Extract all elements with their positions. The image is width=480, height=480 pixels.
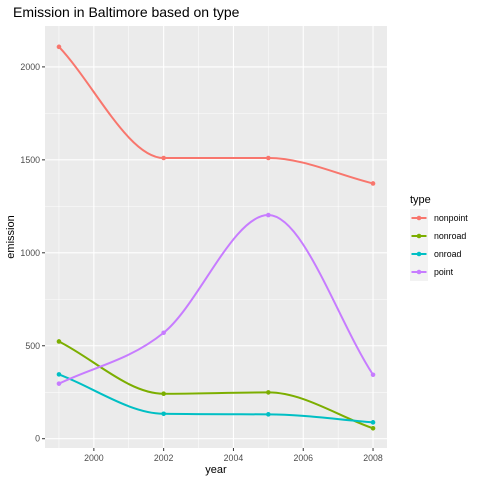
data-point-nonroad: [371, 426, 376, 431]
data-point-nonpoint: [266, 156, 271, 161]
y-tick-label: 0: [35, 434, 40, 444]
legend-label-onroad: onroad: [434, 249, 461, 259]
data-point-onroad: [371, 420, 376, 425]
data-point-nonroad: [57, 339, 62, 344]
legend-label-point: point: [434, 267, 454, 277]
data-point-point: [266, 213, 271, 218]
y-tick-label: 2000: [20, 62, 40, 72]
data-point-point: [161, 330, 166, 335]
data-point-nonroad: [266, 390, 271, 395]
y-axis-label: emission: [5, 215, 17, 258]
data-point-onroad: [57, 372, 62, 377]
y-tick-label: 500: [25, 341, 40, 351]
data-point-nonroad: [161, 391, 166, 396]
legend: type nonpoint nonroad onroad point: [410, 194, 468, 281]
legend-key-point: [417, 234, 422, 239]
data-point-onroad: [266, 412, 271, 417]
legend-key-point: [417, 216, 422, 221]
x-tick-label: 2008: [363, 453, 383, 463]
data-point-onroad: [161, 411, 166, 416]
y-tick-label: 1000: [20, 248, 40, 258]
chart-title: Emission in Baltimore based on type: [13, 4, 240, 20]
data-point-nonpoint: [371, 181, 376, 186]
x-tick-label: 2000: [84, 453, 104, 463]
legend-label-nonroad: nonroad: [434, 231, 466, 241]
legend-label-nonpoint: nonpoint: [434, 213, 468, 223]
data-point-nonpoint: [161, 156, 166, 161]
y-axis: 0 500 1000 1500 2000: [20, 62, 45, 444]
legend-title: type: [410, 194, 431, 206]
x-axis-label: year: [205, 464, 227, 476]
data-point-point: [57, 381, 62, 386]
data-point-point: [371, 372, 376, 377]
plot-panel: [45, 26, 387, 448]
legend-items: nonpoint nonroad onroad point: [410, 209, 468, 281]
legend-key-point: [417, 270, 422, 275]
x-axis: 2000 2002 2004 2006 2008: [84, 448, 383, 463]
data-point-nonpoint: [57, 45, 62, 50]
x-tick-label: 2006: [293, 453, 313, 463]
y-tick-label: 1500: [20, 155, 40, 165]
x-tick-label: 2002: [154, 453, 174, 463]
legend-key-point: [417, 252, 422, 257]
x-tick-label: 2004: [224, 453, 244, 463]
